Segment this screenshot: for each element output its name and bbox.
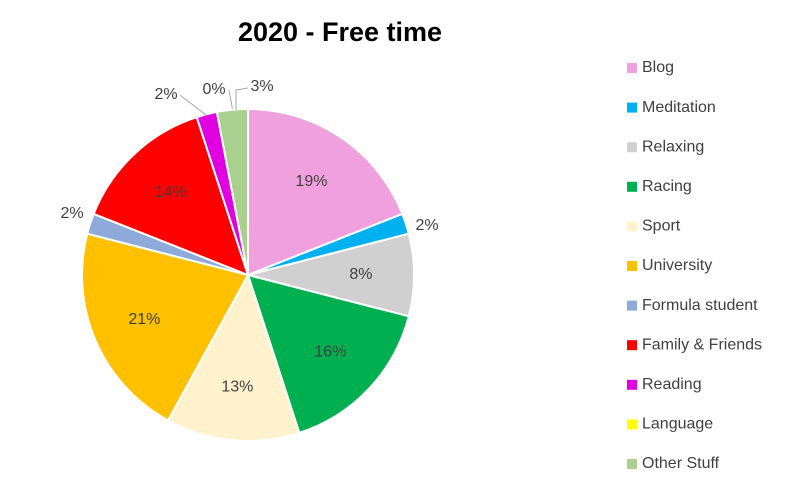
legend-label: Meditation: [642, 99, 716, 116]
data-label: 3%: [250, 78, 273, 95]
legend-label: Reading: [642, 376, 702, 393]
legend-swatch: [627, 181, 637, 192]
pie-slice: [215, 107, 249, 276]
data-label: 8%: [349, 266, 372, 283]
legend-label: University: [642, 257, 712, 274]
legend-label: Other Stuff: [642, 455, 720, 472]
legend-swatch: [627, 221, 637, 232]
legend-label: Blog: [642, 59, 674, 76]
data-label: 2%: [60, 205, 83, 222]
legend-swatch: [627, 261, 637, 271]
leader-line: [179, 94, 207, 116]
data-label: 16%: [314, 343, 346, 360]
legend-label: Family & Friends: [642, 336, 762, 353]
pie-slice: [81, 232, 250, 422]
data-label: 2%: [415, 217, 438, 234]
legend-label: Racing: [642, 178, 692, 195]
legend-swatch: [627, 142, 637, 153]
pie-slice: [247, 107, 404, 277]
leader-line: [235, 87, 249, 110]
data-label: 13%: [221, 379, 253, 396]
legend-swatch: [627, 63, 637, 73]
data-label: 14%: [155, 184, 187, 201]
legend-label: Language: [642, 416, 713, 433]
legend-label: Relaxing: [642, 138, 704, 155]
legend-swatch: [627, 102, 637, 113]
data-label: 19%: [295, 173, 327, 190]
pie-slice: [166, 272, 301, 442]
legend-swatch: [627, 340, 637, 351]
data-label: 2%: [154, 86, 177, 103]
leader-line: [228, 89, 234, 113]
data-label: 21%: [128, 311, 160, 328]
legend-swatch: [627, 300, 637, 311]
data-label: 0%: [202, 81, 225, 98]
legend-swatch: [627, 419, 637, 430]
legend-swatch: [627, 459, 637, 469]
pie-slice: [246, 273, 411, 435]
chart-title: 2020 - Free time: [238, 17, 442, 47]
legend-label: Sport: [642, 218, 681, 235]
legend-swatch: [627, 379, 637, 390]
legend-label: Formula student: [642, 297, 758, 314]
